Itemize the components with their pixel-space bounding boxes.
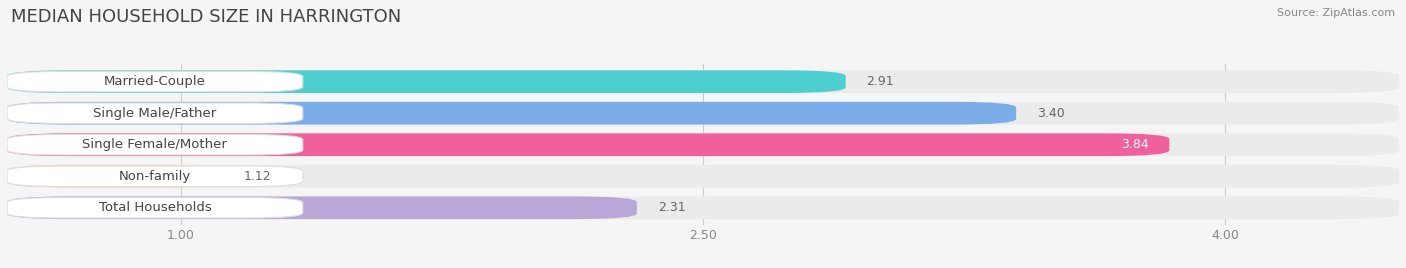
FancyBboxPatch shape <box>7 133 1399 156</box>
Text: Total Households: Total Households <box>98 201 211 214</box>
FancyBboxPatch shape <box>7 198 302 218</box>
FancyBboxPatch shape <box>7 165 222 188</box>
Text: Source: ZipAtlas.com: Source: ZipAtlas.com <box>1277 8 1395 18</box>
Text: MEDIAN HOUSEHOLD SIZE IN HARRINGTON: MEDIAN HOUSEHOLD SIZE IN HARRINGTON <box>11 8 402 26</box>
Text: 1.12: 1.12 <box>243 170 271 183</box>
FancyBboxPatch shape <box>7 102 1017 125</box>
FancyBboxPatch shape <box>7 70 1399 93</box>
Text: 3.84: 3.84 <box>1121 138 1149 151</box>
Text: Non-family: Non-family <box>118 170 191 183</box>
Text: Married-Couple: Married-Couple <box>104 75 205 88</box>
Text: 2.91: 2.91 <box>866 75 894 88</box>
Text: 3.40: 3.40 <box>1038 107 1064 120</box>
FancyBboxPatch shape <box>7 166 302 187</box>
FancyBboxPatch shape <box>7 135 302 155</box>
FancyBboxPatch shape <box>7 71 302 92</box>
FancyBboxPatch shape <box>7 196 1399 219</box>
FancyBboxPatch shape <box>7 165 1399 188</box>
FancyBboxPatch shape <box>7 196 637 219</box>
FancyBboxPatch shape <box>7 133 1170 156</box>
FancyBboxPatch shape <box>7 102 1399 125</box>
Text: Single Female/Mother: Single Female/Mother <box>83 138 228 151</box>
Text: 2.31: 2.31 <box>658 201 685 214</box>
FancyBboxPatch shape <box>7 70 845 93</box>
FancyBboxPatch shape <box>7 103 302 124</box>
Text: Single Male/Father: Single Male/Father <box>93 107 217 120</box>
